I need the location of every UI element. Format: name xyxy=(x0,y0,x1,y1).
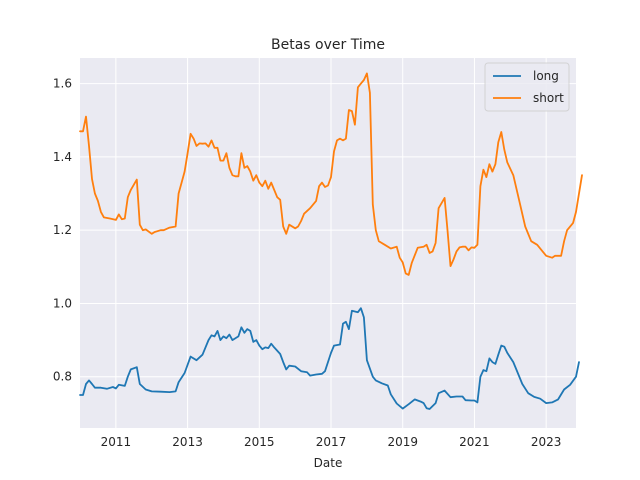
series-group xyxy=(79,72,583,410)
x-tick-label: 2023 xyxy=(531,435,562,449)
y-tick-label: 0.8 xyxy=(53,370,72,384)
x-tick-labels: 2011 2013 2015 2017 2019 2021 2023 xyxy=(101,435,562,449)
x-tick-label: 2013 xyxy=(172,435,203,449)
y-tick-label: 1.0 xyxy=(53,296,72,310)
legend-box xyxy=(484,62,570,112)
legend-label-short: short xyxy=(533,91,564,105)
chart-title: Betas over Time xyxy=(271,37,385,53)
y-tick-label: 1.2 xyxy=(53,223,72,237)
plot-area xyxy=(80,58,576,428)
series-line-short xyxy=(79,72,583,276)
y-tick-label: 1.6 xyxy=(53,77,72,91)
legend-label-long: long xyxy=(533,69,559,83)
x-tick-label: 2019 xyxy=(387,435,418,449)
series-line-long xyxy=(79,307,580,410)
x-axis-label: Date xyxy=(314,456,343,470)
legend: long short xyxy=(484,62,570,112)
x-tick-label: 2017 xyxy=(316,435,347,449)
gridlines xyxy=(80,58,576,428)
y-tick-labels: 0.8 1.0 1.2 1.4 1.6 xyxy=(53,77,72,384)
x-tick-label: 2011 xyxy=(101,435,132,449)
y-tick-label: 1.4 xyxy=(53,150,72,164)
x-tick-label: 2015 xyxy=(244,435,275,449)
x-tick-label: 2021 xyxy=(459,435,490,449)
